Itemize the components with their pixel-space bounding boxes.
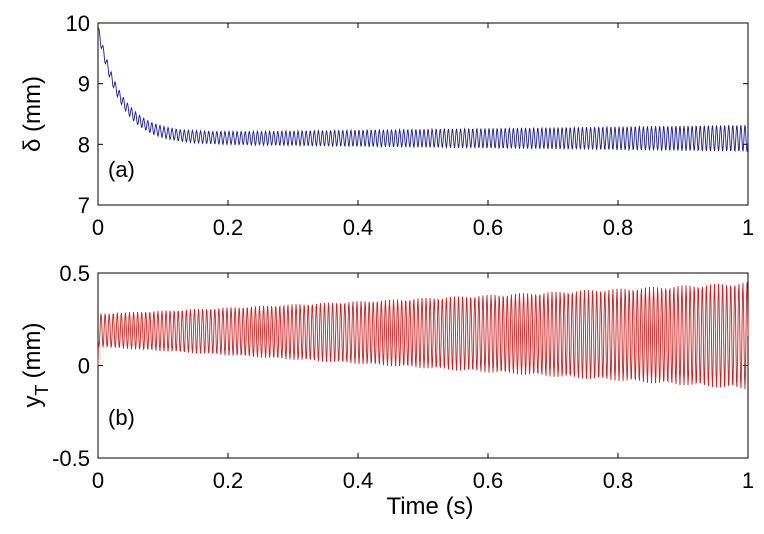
series-line [97, 282, 749, 390]
y-tick-label: 8 [78, 132, 90, 157]
y-tick-label: 0.5 [59, 261, 90, 286]
y-tick-label: 10 [66, 11, 90, 36]
x-tick-label: 0.4 [343, 215, 374, 240]
series-line [97, 27, 749, 153]
panel-tag: (b) [108, 405, 135, 430]
plot-frame [97, 22, 749, 206]
y-axis-label-unit: (mm) [19, 323, 46, 379]
x-tick-label: 0 [92, 215, 104, 240]
y-axis-label: yT (mm) [19, 323, 52, 408]
y-axis-label-main: y [19, 395, 46, 407]
y-tick-label: 9 [78, 72, 90, 97]
x-tick-label: 0.8 [603, 468, 634, 493]
y-tick-label: 0 [78, 354, 90, 379]
x-tick-label: 0.8 [603, 215, 634, 240]
panel-a: 0 0.2 0.4 0.6 0.8 1 7 8 9 10 (a) δ (mm) [19, 11, 754, 240]
panel-tag: (a) [108, 157, 135, 182]
x-axis-label: Time (s) [386, 493, 473, 520]
y-tick-label: 7 [78, 193, 90, 218]
panel-b: 0 0.2 0.4 0.6 0.8 1-0.500.5(b)yT(mm)Time (s) [19, 261, 754, 520]
x-tick-label: 1 [742, 215, 754, 240]
y-tick-label: -0.5 [52, 446, 90, 471]
x-tick-label: 0 [92, 468, 104, 493]
x-tick-label: 0.2 [213, 468, 244, 493]
x-tick-label: 0.6 [473, 215, 504, 240]
x-tick-label: 0.6 [473, 468, 504, 493]
x-tick-label: 1 [742, 468, 754, 493]
y-axis-label-sub: T [32, 384, 52, 395]
plot-frame [97, 272, 749, 459]
x-tick-label: 0.2 [213, 215, 244, 240]
y-axis-label: δ (mm) [19, 76, 46, 152]
x-tick-label: 0.4 [343, 468, 374, 493]
